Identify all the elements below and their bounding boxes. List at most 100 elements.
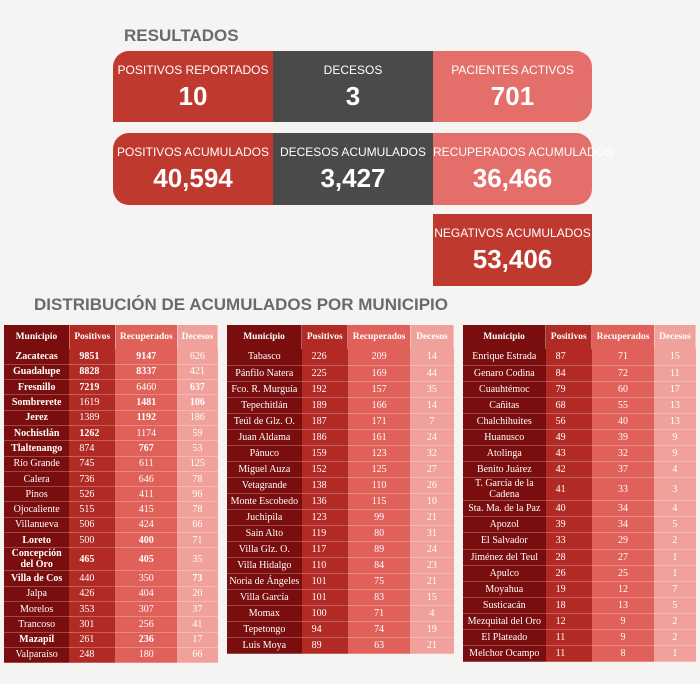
municipio-cell: Tabasco [227,349,302,366]
decesos-cell: 66 [177,647,218,664]
municipio-cell: Morelos [4,601,70,618]
card-value: 3 [345,81,361,111]
positivos-cell: 353 [69,601,116,618]
municipio-cell: Vetagrande [227,477,302,494]
recuperados-cell: 75 [347,573,411,591]
decesos-cell: 4 [654,500,696,518]
decesos-cell: 4 [654,461,696,479]
recuperados-cell: 415 [115,501,178,518]
recuperados-cell: 350 [115,570,178,587]
recuperados-cell: 400 [115,532,178,549]
positivos-cell: 736 [69,471,116,488]
table-row: Zacatecas 9851 9147 626 [4,349,218,365]
table-row: Atolinga 43 32 9 [463,445,696,463]
recuperados-cell: 74 [347,621,411,639]
results-title: RESULTADOS [124,26,239,45]
municipio-cell: Benito Juárez [463,461,546,479]
recuperados-cell: 171 [347,413,411,430]
card-label: POSITIVOS REPORTADOS [117,63,269,77]
column-header: Decesos [654,325,697,349]
positivos-cell: 152 [301,461,348,478]
table-row: Noria de Ángeles 101 75 21 [227,573,454,591]
table-row: Sombrerete 1619 1481 106 [4,394,218,411]
column-header: Positivos [69,325,116,349]
table-row: Jalpa 426 404 20 [4,586,218,602]
decesos-cell: 78 [177,501,218,518]
decesos-cell: 1 [654,549,696,566]
table-row: Benito Juárez 42 37 4 [463,461,696,479]
table-row: Huanusco 49 39 9 [463,429,696,447]
positivos-cell: 186 [301,429,348,446]
municipio-cell: Cuauhtémoc [463,381,546,398]
recuperados-cell: 1174 [115,425,178,442]
table-row: Susticacán 18 13 5 [463,597,696,614]
recuperados-cell: 180 [115,647,178,664]
column-header: Municipio [463,325,547,349]
card-label: DECESOS ACUMULADOS [279,145,427,159]
recuperados-cell: 27 [591,549,655,566]
positivos-cell: 87 [545,349,592,366]
municipio-cell: Calera [4,471,70,488]
positivos-cell: 225 [301,365,348,382]
table-row: Río Grande 745 611 125 [4,456,218,472]
decesos-cell: 32 [410,445,454,462]
column-header: Positivos [301,325,349,349]
recuperados-cell: 12 [591,581,655,598]
municipio-cell: Chalchihuites [463,413,546,430]
card-positivos-reportados: POSITIVOS REPORTADOS 10 [113,51,273,122]
municipio-cell: Miguel Auza [227,461,302,478]
decesos-cell: 35 [177,547,218,572]
decesos-cell: 15 [654,349,696,366]
recuperados-cell: 99 [347,509,411,527]
table-row: Jerez 1389 1192 186 [4,410,218,426]
card-decesos: DECESOS 3 [273,51,433,122]
decesos-cell: 2 [654,532,696,550]
municipio-cell: Jerez [4,410,70,426]
decesos-cell: 66 [177,517,218,534]
decesos-cell: 24 [410,541,454,559]
positivos-cell: 84 [545,365,592,382]
municipio-cell: El Plateado [463,629,546,647]
table-row: Tepetongo 94 74 19 [227,621,454,639]
decesos-cell: 13 [654,397,696,414]
municipio-cell: Luis Moya [227,637,302,655]
table-row: Calera 736 646 78 [4,471,218,488]
positivos-cell: 89 [301,637,348,655]
recuperados-cell: 1192 [115,410,178,426]
recuperados-cell: 236 [115,632,178,648]
table-row: Cuauhtémoc 79 60 17 [463,381,696,398]
municipio-cell: Sain Alto [227,525,302,543]
decesos-cell: 59 [177,425,218,442]
positivos-cell: 110 [301,557,348,575]
column-header: Municipio [4,325,70,349]
positivos-cell: 101 [301,589,348,607]
municipio-cell: Juan Aldama [227,429,302,446]
card-positivos-acumulados: POSITIVOS ACUMULADOS 40,594 [113,133,273,205]
table-row: Tlaltenango 874 767 53 [4,440,218,457]
table-row: El Plateado 11 9 2 [463,629,696,647]
decesos-cell: 20 [177,586,218,602]
card-value: 36,466 [472,163,553,193]
table-row: Trancoso 301 256 41 [4,616,218,633]
table-row: Villa de Cos 440 350 73 [4,570,218,587]
recuperados-cell: 34 [591,516,655,534]
decesos-cell: 26 [410,477,454,494]
positivos-cell: 465 [69,547,116,572]
municipio-cell: Villa Hidalgo [227,557,302,575]
recuperados-cell: 424 [115,517,178,534]
positivos-cell: 1389 [69,410,116,426]
table-row: Mazapil 261 236 17 [4,632,218,648]
recuperados-cell: 89 [347,541,411,559]
table-row: Fco. R. Murguía 192 157 35 [227,381,454,398]
decesos-cell: 14 [410,349,454,366]
decesos-cell: 15 [410,589,454,607]
municipio-cell: Moyahua [463,581,546,598]
decesos-cell: 106 [177,394,218,411]
table-row: Enrique Estrada 87 71 15 [463,349,696,366]
recuperados-cell: 80 [347,525,411,543]
municipio-cell: Villa Glz. O. [227,541,302,559]
recuperados-cell: 157 [347,381,411,398]
positivos-cell: 226 [301,349,348,366]
card-value: 701 [490,81,535,111]
card-decesos-acumulados: DECESOS ACUMULADOS 3,427 [273,133,433,205]
